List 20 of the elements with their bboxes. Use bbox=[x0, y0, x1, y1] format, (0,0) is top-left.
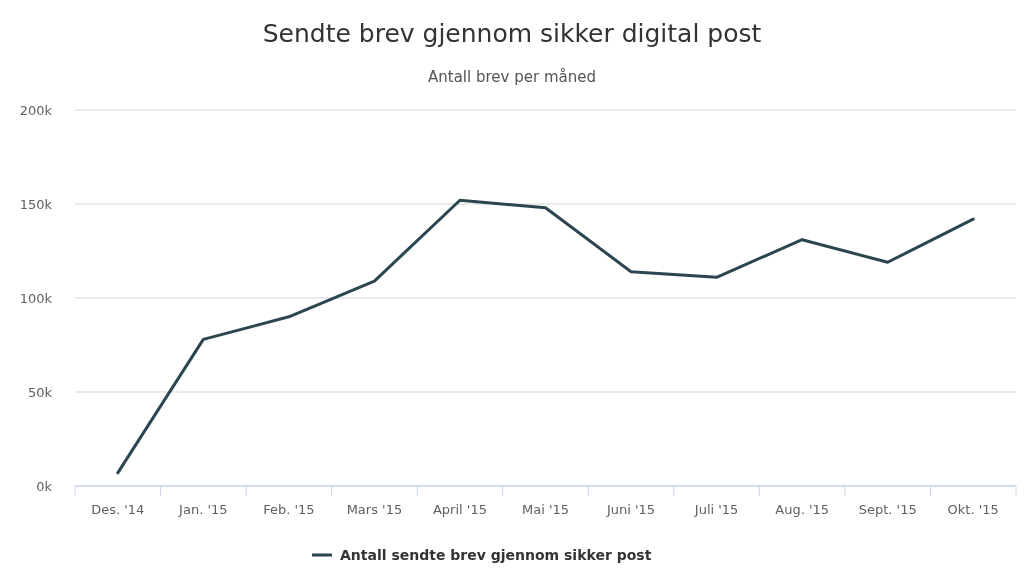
x-tick-label: Feb. '15 bbox=[263, 502, 315, 517]
x-tick-label: Juli '15 bbox=[693, 502, 739, 517]
x-tick-label: Sept. '15 bbox=[858, 502, 917, 517]
x-tick-label: April '15 bbox=[432, 502, 487, 517]
x-tick-label: Aug. '15 bbox=[775, 502, 830, 517]
chart-title: Sendte brev gjennom sikker digital post bbox=[262, 19, 762, 48]
chart-subtitle: Antall brev per måned bbox=[428, 68, 596, 86]
y-tick-label: 100k bbox=[19, 291, 53, 306]
y-tick-label: 50k bbox=[27, 385, 53, 400]
y-tick-label: 200k bbox=[19, 103, 53, 118]
y-tick-label: 0k bbox=[36, 479, 53, 494]
line-series bbox=[116, 198, 975, 475]
x-tick-label: Okt. '15 bbox=[947, 502, 999, 517]
x-tick-label: Jan. '15 bbox=[178, 502, 228, 517]
x-tick-label: Des. '14 bbox=[91, 502, 145, 517]
y-tick-label: 150k bbox=[19, 197, 53, 212]
x-tick-label: Juni '15 bbox=[605, 502, 656, 517]
x-tick-label: Mai '15 bbox=[521, 502, 570, 517]
legend-label: Antall sendte brev gjennom sikker post bbox=[340, 547, 652, 563]
x-tick-label: Mars '15 bbox=[346, 502, 403, 517]
